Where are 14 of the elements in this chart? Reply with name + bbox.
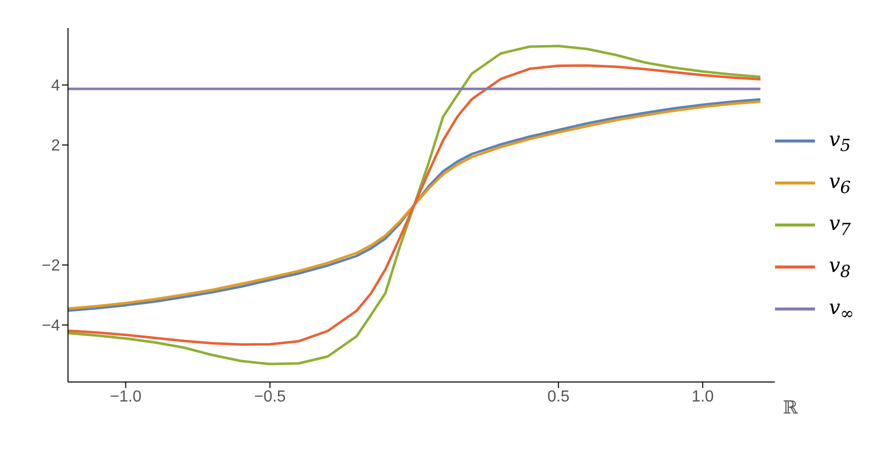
- x-tick-label: 1.0: [692, 388, 714, 406]
- x-axis-title: ℝ: [782, 397, 799, 418]
- legend-label: v$_{8}$: [828, 253, 851, 281]
- legend-label: v$_{5}$: [828, 127, 851, 155]
- x-tick-label: −0.5: [254, 388, 286, 406]
- y-tick-label: 2: [51, 138, 60, 155]
- legend-label: v$_{7}$: [828, 211, 851, 239]
- legend-label: v$_{6}$: [828, 169, 851, 197]
- x-tick-label: 0.5: [547, 388, 570, 406]
- y-tick-label: −2: [42, 258, 60, 275]
- x-tick-label: −1.0: [110, 388, 142, 406]
- y-tick-label: 4: [51, 78, 60, 95]
- legend-label: v$_{∞}$: [828, 295, 854, 323]
- y-tick-label: −4: [42, 318, 60, 335]
